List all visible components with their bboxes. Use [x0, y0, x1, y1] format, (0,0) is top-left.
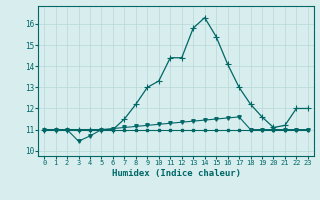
X-axis label: Humidex (Indice chaleur): Humidex (Indice chaleur): [111, 169, 241, 178]
